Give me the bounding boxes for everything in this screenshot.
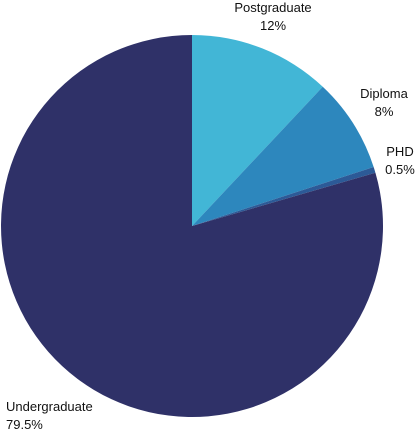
slice-value-diploma: 8% — [375, 104, 394, 119]
slice-label-phd: PHD — [386, 144, 413, 159]
pie-slice-diploma — [192, 86, 374, 227]
slice-value-undergraduate: 79.5% — [6, 417, 43, 432]
pie-slice-phd — [192, 166, 376, 226]
slice-value-phd: 0.5% — [385, 162, 415, 177]
slice-value-postgraduate: 12% — [260, 18, 286, 33]
pie-slice-undergraduate — [1, 35, 384, 417]
pie-slices — [1, 35, 384, 417]
slice-label-diploma: Diploma — [360, 86, 408, 101]
slice-label-undergraduate: Undergraduate — [6, 399, 93, 414]
pie-slice-postgraduate — [192, 35, 323, 226]
pie-labels: Postgraduate 12% Diploma 8% PHD 0.5% Undergrad… — [6, 0, 415, 432]
slice-label-postgraduate: Postgraduate — [234, 0, 311, 15]
